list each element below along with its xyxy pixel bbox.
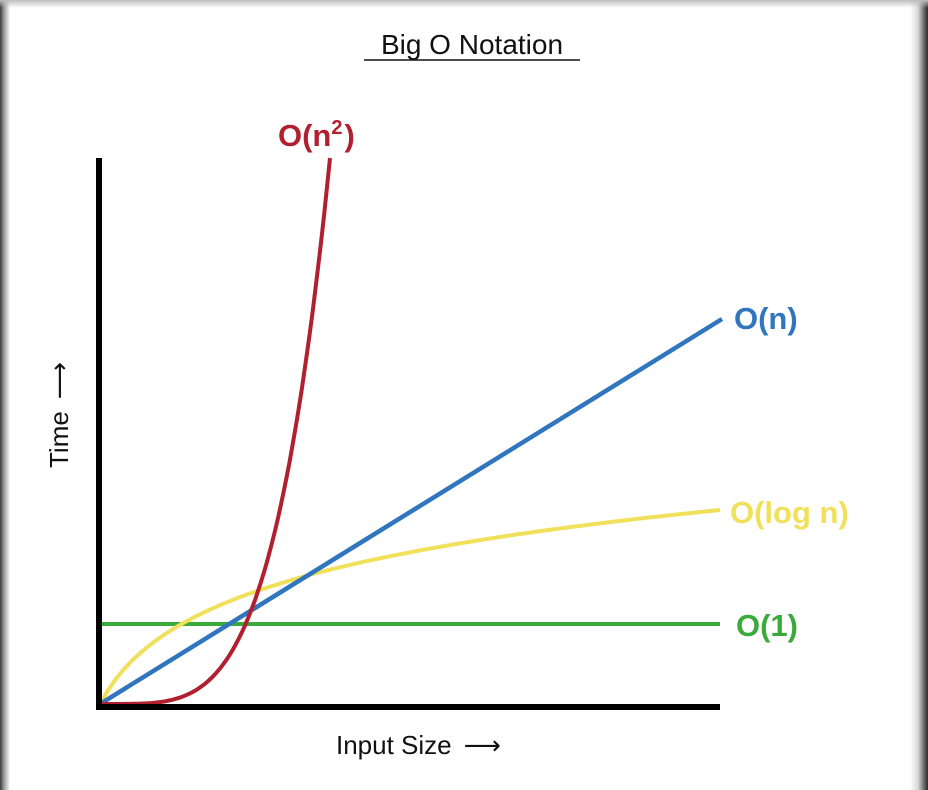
chart-title: Big O Notation xyxy=(381,29,563,60)
series-line-on xyxy=(98,317,724,706)
x-axis-label: Input Size ⟶ xyxy=(336,730,501,760)
series-label-on2-sup: 2 xyxy=(331,117,342,139)
series-label-on: O(n) xyxy=(734,301,798,336)
series-group xyxy=(98,157,724,706)
series-label-o1: O(1) xyxy=(736,608,798,643)
series-label-on2: O(n2) xyxy=(278,117,355,153)
series-line-ologn xyxy=(98,508,721,706)
series-label-ologn: O(log n) xyxy=(730,495,849,530)
series-label-on2-base: O(n xyxy=(278,118,331,153)
x-axis-label-text: Input Size xyxy=(336,730,452,760)
series-label-on2-close: ) xyxy=(345,118,355,153)
top-edge-shadow xyxy=(0,0,928,8)
y-axis-label: Time ⟶ xyxy=(44,362,74,468)
y-axis-label-text: Time xyxy=(44,411,74,468)
y-axis-arrow: ⟶ xyxy=(44,362,74,399)
series-line-on2 xyxy=(100,157,332,706)
x-axis-arrow: ⟶ xyxy=(464,730,501,760)
